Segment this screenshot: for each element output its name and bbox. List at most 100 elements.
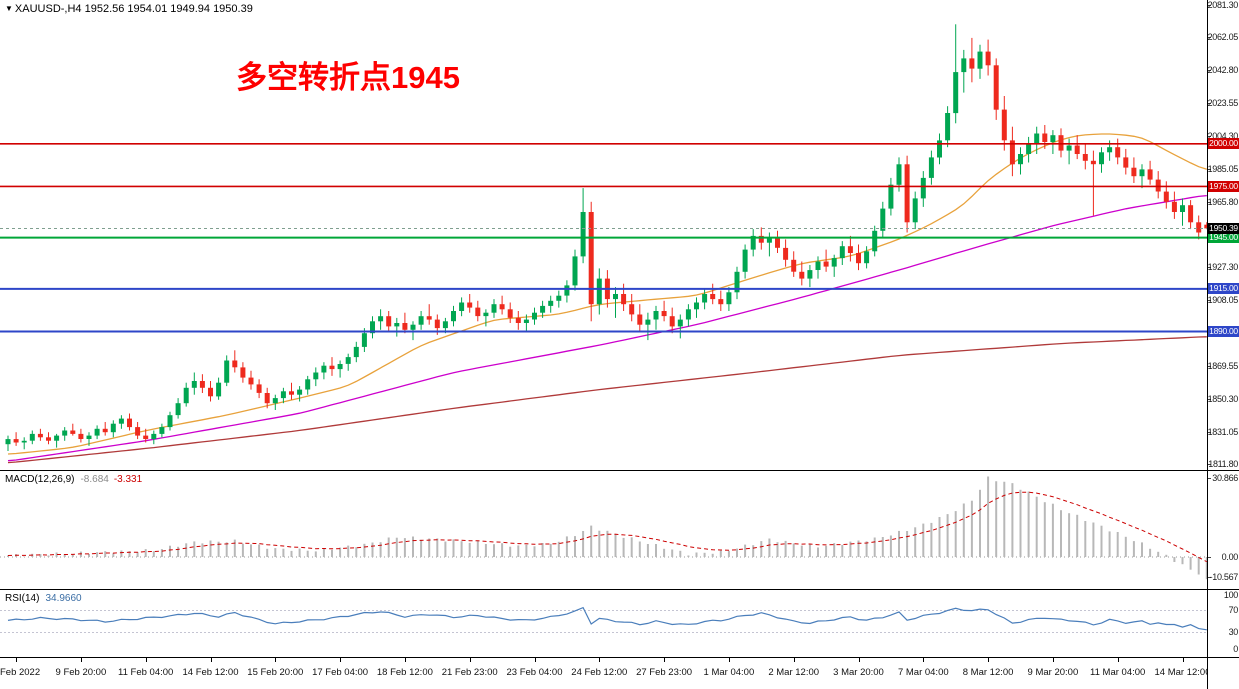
time-axis-label: 11 Mar 04:00 — [1090, 667, 1146, 678]
rsi-header: RSI(14) 34.9660 — [5, 593, 82, 604]
rsi-value: 34.9660 — [45, 593, 82, 604]
time-axis-tick — [1117, 658, 1119, 662]
time-axis-label: 9 Mar 20:00 — [1027, 667, 1079, 678]
price-axis-tick — [1208, 464, 1211, 466]
rsi-axis-label: 70 — [1228, 605, 1239, 615]
time-axis-label: 23 Feb 04:00 — [506, 667, 563, 678]
rsi-axis-corner: 100 70 30 0 — [1207, 590, 1239, 657]
time-axis-tick — [988, 658, 990, 662]
price-axis-label: 1927.30 — [1207, 262, 1239, 273]
macd-signal-line — [7, 491, 1207, 563]
chart-annotation-text[interactable]: 多空转折点1945 — [236, 60, 460, 95]
price-axis-tick — [1208, 135, 1211, 137]
time-axis-tick — [80, 658, 82, 662]
macd-axis-label: 0.00 — [1221, 551, 1239, 562]
main-price-chart[interactable]: ▼ XAUUSD-,H4 1952.56 1954.01 1949.94 1950… — [0, 0, 1207, 470]
price-axis-tick — [1208, 267, 1211, 269]
price-axis-tick — [1208, 37, 1211, 39]
price-level-badge: 2000.00 — [1208, 138, 1239, 150]
macd-chart-canvas[interactable] — [0, 471, 1207, 588]
time-axis-tick — [728, 658, 730, 662]
time-axis-tick — [469, 658, 471, 662]
time-axis-tick — [275, 658, 277, 662]
time-axis-label: 8 Feb 2022 — [0, 667, 41, 678]
candlestick-chart-canvas[interactable] — [0, 0, 1207, 470]
price-axis-label: 1965.80 — [1207, 196, 1239, 207]
rsi-panel[interactable]: RSI(14) 34.9660 — [0, 590, 1207, 656]
time-axis-label: 2 Mar 12:00 — [768, 667, 820, 678]
price-axis-label: 2042.80 — [1207, 65, 1239, 76]
main-chart-row: ▼ XAUUSD-,H4 1952.56 1954.01 1949.94 1950… — [0, 0, 1239, 470]
price-level-badge: 1915.00 — [1208, 283, 1239, 295]
price-axis-label: 2081.30 — [1207, 0, 1239, 10]
macd-panel[interactable]: MACD(12,26,9) -8.684 -3.331 — [0, 471, 1207, 588]
time-axis-tick — [1182, 658, 1184, 662]
time-axis-tick — [923, 658, 925, 662]
symbol-timeframe-label: XAUUSD-,H4 — [14, 3, 82, 15]
price-axis-label: 1908.05 — [1207, 295, 1239, 306]
price-axis-label: 1831.05 — [1207, 426, 1239, 437]
mid-ma-line — [7, 194, 1207, 462]
price-axis-tick — [1208, 300, 1211, 302]
slow-ma-line — [7, 336, 1207, 464]
price-axis-label: 2062.05 — [1207, 32, 1239, 43]
macd-axis-label: -10.567 — [1209, 571, 1239, 582]
price-level-badge: 1890.00 — [1208, 326, 1239, 338]
price-axis-tick — [1208, 103, 1211, 105]
macd-axis-tick — [1208, 556, 1211, 558]
price-axis-label: 2023.55 — [1207, 98, 1239, 109]
time-axis-scale[interactable]: 8 Feb 2022 9 Feb 20:00 11 Feb 04:00 14 Feb … — [0, 658, 1210, 688]
time-axis-tick — [664, 658, 666, 662]
symbol-triangle-icon: ▼ — [5, 4, 13, 13]
time-axis-corner — [1207, 658, 1239, 689]
rsi-line — [7, 606, 1207, 631]
time-axis-tick — [793, 658, 795, 662]
macd-main-value: -8.684 — [80, 474, 109, 485]
chart-ohlc-header: ▼ XAUUSD-,H4 1952.56 1954.01 1949.94 1950… — [5, 3, 253, 15]
rsi-panel-row: RSI(14) 34.9660 100 70 30 0 — [0, 589, 1239, 657]
macd-axis-scale[interactable]: 30.866 0.00 -10.567 — [1207, 471, 1239, 589]
time-axis-label: 21 Feb 23:00 — [441, 667, 498, 678]
time-axis-tick — [16, 658, 18, 662]
price-axis-scale[interactable]: 2081.30 2062.05 2042.80 2023.55 2004.30 1985.… — [1207, 0, 1239, 470]
time-axis-label: 3 Mar 20:00 — [833, 667, 884, 678]
rsi-axis-label: 0 — [1233, 643, 1238, 654]
rsi-chart-canvas[interactable] — [0, 590, 1207, 656]
time-axis-tick — [858, 658, 860, 662]
price-axis-label: 1811.80 — [1208, 459, 1238, 470]
price-axis-tick — [1208, 168, 1211, 170]
macd-panel-row: MACD(12,26,9) -8.684 -3.331 30.866 0.00 -10.… — [0, 470, 1239, 589]
time-axis-label: 17 Feb 04:00 — [312, 667, 369, 678]
ohlc-values: 1952.56 1954.01 1949.94 1950.39 — [84, 3, 253, 15]
price-axis-tick — [1208, 201, 1211, 203]
time-axis-label: 7 Mar 04:00 — [897, 667, 949, 678]
time-axis-tick — [404, 658, 406, 662]
time-axis-label: 1 Mar 04:00 — [703, 667, 755, 678]
current-price-badge: 1950.39 — [1208, 222, 1239, 234]
price-axis-tick — [1208, 365, 1211, 367]
rsi-label: RSI(14) — [5, 593, 40, 604]
macd-axis-tick — [1208, 477, 1211, 479]
time-axis-label: 11 Feb 04:00 — [118, 667, 174, 678]
rsi-axis-label: 30 — [1228, 627, 1239, 637]
time-axis-label: 24 Feb 12:00 — [571, 667, 628, 678]
price-axis-label: 1850.30 — [1207, 393, 1239, 404]
time-axis-tick — [599, 658, 601, 662]
price-axis-label: 2004.30 — [1207, 130, 1239, 141]
time-axis-tick — [210, 658, 212, 662]
time-axis-tick — [340, 658, 342, 662]
price-axis-label: 1985.05 — [1207, 163, 1239, 174]
time-axis-tick — [145, 658, 147, 662]
time-axis-tick — [1052, 658, 1054, 662]
macd-label: MACD(12,26,9) — [5, 474, 75, 485]
price-level-badge: 1945.00 — [1208, 232, 1239, 244]
macd-header: MACD(12,26,9) -8.684 -3.331 — [5, 474, 142, 485]
macd-axis-label: 30.866 — [1212, 472, 1238, 483]
rsi-axis-label: 100 — [1223, 589, 1238, 600]
time-axis-label: 27 Feb 23:00 — [636, 667, 693, 678]
time-axis-label: 14 Feb 12:00 — [182, 667, 239, 678]
price-axis-tick — [1208, 4, 1211, 6]
time-axis-label: 9 Feb 20:00 — [55, 667, 107, 678]
price-axis-label: 1869.55 — [1207, 360, 1239, 371]
